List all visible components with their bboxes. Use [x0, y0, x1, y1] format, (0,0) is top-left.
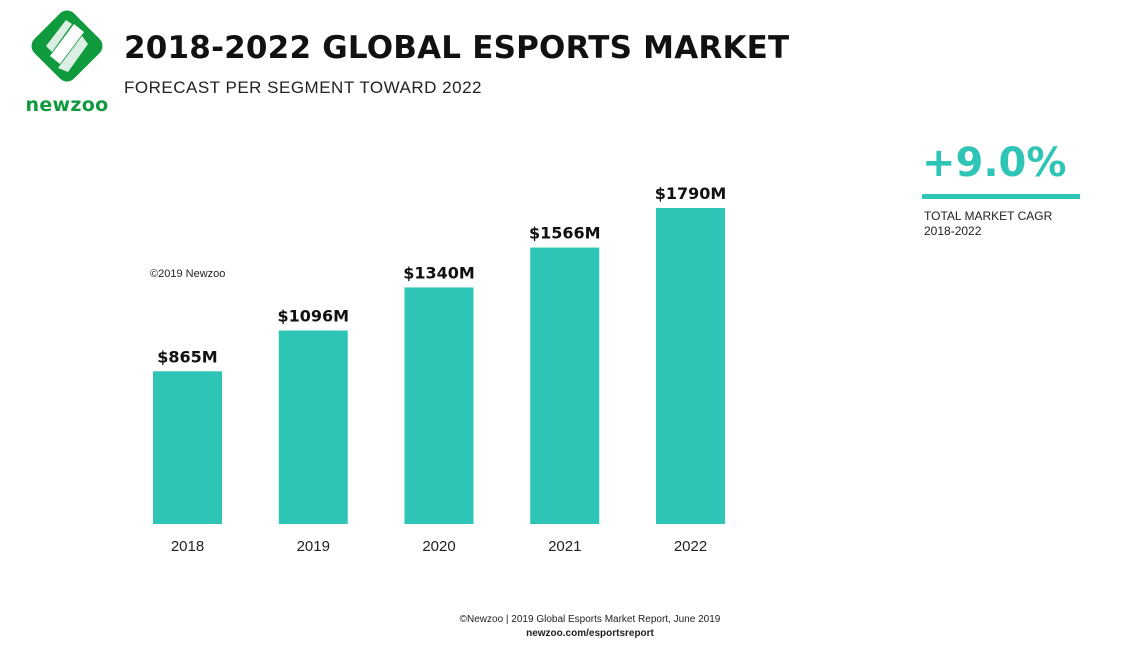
x-tick-label-2020: 2020 [422, 538, 455, 555]
bar-2021 [530, 247, 600, 524]
x-tick-label-2022: 2022 [674, 538, 707, 555]
x-tick-label-2021: 2021 [548, 538, 581, 555]
source-text: ©Newzoo | 2019 Global Esports Market Rep… [459, 614, 721, 625]
x-tick-label-2018: 2018 [171, 538, 204, 555]
cagr-label: TOTAL MARKET CAGR 2018-2022 [924, 209, 1052, 239]
bar-2022 [656, 208, 725, 524]
bar-2018 [153, 371, 222, 524]
newzoo-diamond-logo-icon [31, 10, 103, 82]
cagr-label-line1: TOTAL MARKET CAGR [924, 209, 1053, 223]
bar-2020 [404, 287, 474, 524]
newzoo-wordmark: newzoo [25, 94, 109, 116]
newzoo-logo: newzoo [22, 10, 112, 116]
data-label-2020: $1340M [403, 263, 475, 282]
source-url: newzoo.com/esportsreport [526, 628, 654, 639]
cagr-value: +9.0% [922, 140, 1067, 186]
page-title: 2018-2022 GLOBAL ESPORTS MARKET [124, 30, 790, 66]
bar-2019 [278, 330, 348, 524]
page-subtitle: FORECAST PER SEGMENT TOWARD 2022 [124, 78, 482, 97]
x-tick-label-2019: 2019 [297, 538, 330, 555]
data-label-2019: $1096M [277, 307, 349, 326]
source-footer: ©Newzoo | 2019 Global Esports Market Rep… [0, 613, 1140, 641]
bar-chart: $865M 2018 $1096M 2019 $1340M 2020 $1566M 2021 $… [153, 184, 727, 555]
data-label-2022: $1790M [655, 184, 727, 203]
data-label-2018: $865M [157, 347, 217, 366]
cagr-underline [922, 194, 1080, 199]
chart-copyright: ©2019 Newzoo [150, 268, 226, 280]
cagr-label-line2: 2018-2022 [924, 224, 982, 238]
data-label-2021: $1566M [529, 224, 601, 243]
